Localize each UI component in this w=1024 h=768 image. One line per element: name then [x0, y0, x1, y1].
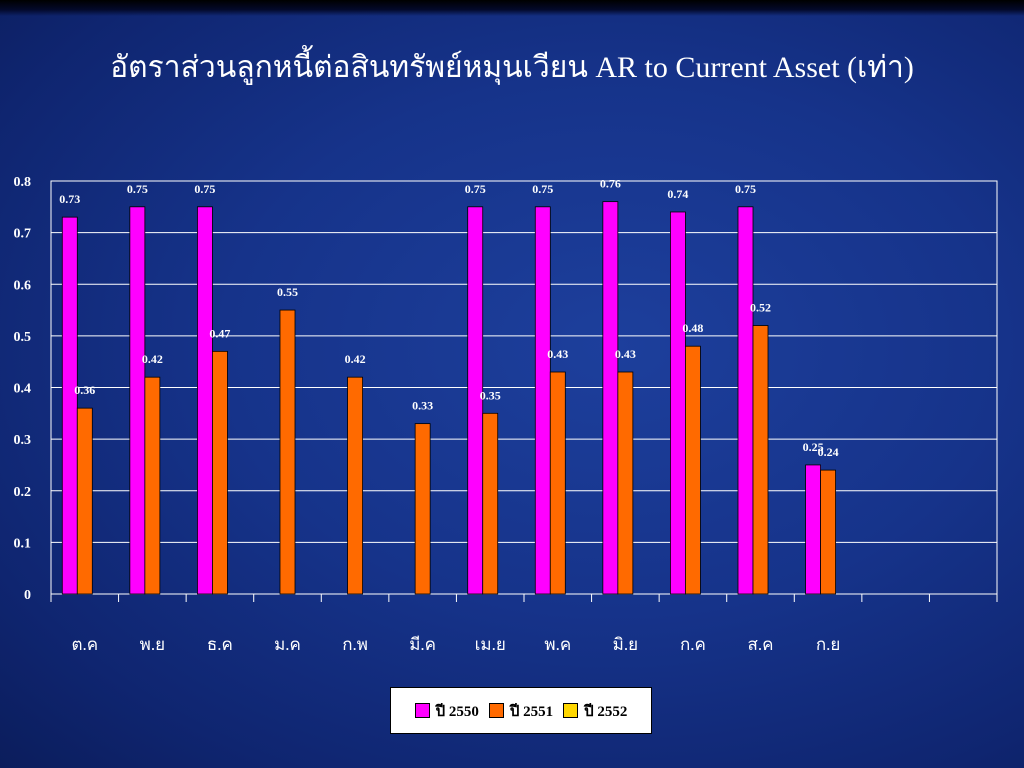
x-tick-label: ก.พ [342, 635, 368, 654]
x-tick-label: ก.ย [816, 635, 841, 654]
data-label: 0.25 [803, 440, 824, 454]
x-tick-label: ธ.ค [207, 635, 233, 654]
bar-ส.ค-ปี 2550 [737, 206, 754, 595]
legend-swatch [563, 703, 579, 718]
bar-ต.ค-ปี 2551 [76, 407, 93, 595]
bar-มิ.ย-ปี 2550 [602, 201, 619, 595]
y-tick-label: 0.3 [14, 433, 32, 448]
data-label: 0.48 [682, 321, 703, 335]
x-tick-label: ต.ค [71, 635, 98, 654]
x-tick-label: เม.ย [475, 635, 506, 654]
legend: ปี 2550 ปี 2551 ปี 2552 [390, 687, 652, 734]
y-tick-label: 0.1 [14, 536, 32, 551]
legend-item: ปี 2551 [488, 699, 554, 723]
legend-label: ปี 2552 [584, 703, 628, 720]
data-label: 0.55 [277, 285, 298, 299]
bar-ธ.ค-ปี 2551 [212, 350, 228, 595]
bar-ก.ย-ปี 2551 [820, 469, 836, 595]
data-label: 0.75 [194, 182, 215, 196]
data-label: 0.33 [412, 399, 433, 413]
bar-พ.ย-ปี 2550 [129, 206, 146, 595]
y-tick-label: 0.2 [14, 485, 32, 500]
x-tick-label: มี.ค [409, 635, 436, 654]
bar-ธ.ค-ปี 2550 [197, 206, 213, 595]
top-band [0, 0, 1024, 16]
data-label: 0.35 [480, 388, 501, 402]
bar-ก.ย-ปี 2550 [805, 464, 821, 595]
axis-layer: 0 0.1 0.2 0.3 0.4 0.5 0.6 0.7 0.8 ต.ค พ.ย ธ.ค ม.ค ก.พ… [14, 175, 998, 654]
bar-มิ.ย-ปี 2551 [617, 371, 634, 595]
y-tick-label: 0.5 [14, 330, 32, 345]
bar-เม.ย-ปี 2550 [467, 206, 484, 595]
data-label: 0.42 [345, 352, 366, 366]
data-label: 0.24 [818, 445, 839, 459]
legend-label: ปี 2550 [435, 703, 479, 720]
data-label: 0.36 [74, 383, 95, 397]
data-label: 0.73 [59, 192, 80, 206]
legend-item: ปี 2550 [414, 699, 479, 723]
bar-ก.ค-ปี 2551 [685, 345, 701, 595]
x-tick-label: พ.ค [544, 635, 571, 654]
legend-swatch [414, 703, 430, 718]
data-label: 0.42 [142, 352, 163, 366]
bar-ต.ค-ปี 2550 [61, 216, 78, 595]
bar-พ.ค-ปี 2551 [549, 371, 566, 595]
data-label: 0.75 [735, 182, 756, 196]
grid-layer [50, 180, 998, 595]
bar-พ.ย-ปี 2551 [144, 376, 161, 595]
labels-layer: 0.73 0.75 0.75 0.75 0.75 0.76 0.74 0.75 0.25 0.36… [59, 177, 838, 459]
data-label: 0.74 [667, 187, 688, 201]
bar-พ.ค-ปี 2550 [534, 206, 551, 595]
y-tick-label: 0 [24, 588, 31, 603]
y-tick-label: 0.7 [14, 227, 32, 242]
data-label: 0.76 [600, 177, 621, 191]
legend-item: ปี 2552 [563, 699, 627, 723]
bars-layer [61, 201, 836, 595]
x-tick-label: ม.ค [274, 635, 301, 654]
bar-ก.ค-ปี 2550 [670, 211, 686, 595]
bar-มี.ค-ปี 2551 [414, 423, 431, 595]
x-tick-label: พ.ย [140, 635, 165, 654]
legend-swatch [488, 703, 504, 718]
legend-label: ปี 2551 [509, 703, 554, 720]
y-tick-label: 0.8 [14, 175, 32, 190]
bar-ม.ค-ปี 2551 [279, 309, 296, 595]
data-label: 0.75 [532, 182, 553, 196]
data-label: 0.47 [209, 326, 230, 340]
bar-ส.ค-ปี 2551 [752, 325, 769, 595]
x-tick-label: ก.ค [680, 635, 706, 654]
x-tick-label: ส.ค [748, 635, 774, 654]
x-tick-label: มิ.ย [613, 635, 638, 654]
slide-title: อัตราส่วนลูกหนี้ต่อสินทรัพย์หมุนเวียน AR… [110, 51, 914, 84]
data-label: 0.43 [615, 347, 636, 361]
y-tick-label: 0.6 [14, 278, 32, 293]
data-label: 0.43 [547, 347, 568, 361]
data-label: 0.75 [465, 182, 486, 196]
bar-ก.พ-ปี 2551 [347, 376, 363, 595]
data-label: 0.75 [127, 182, 148, 196]
y-tick-label: 0.4 [14, 382, 32, 397]
bar-เม.ย-ปี 2551 [482, 412, 499, 595]
data-label: 0.52 [750, 301, 771, 315]
